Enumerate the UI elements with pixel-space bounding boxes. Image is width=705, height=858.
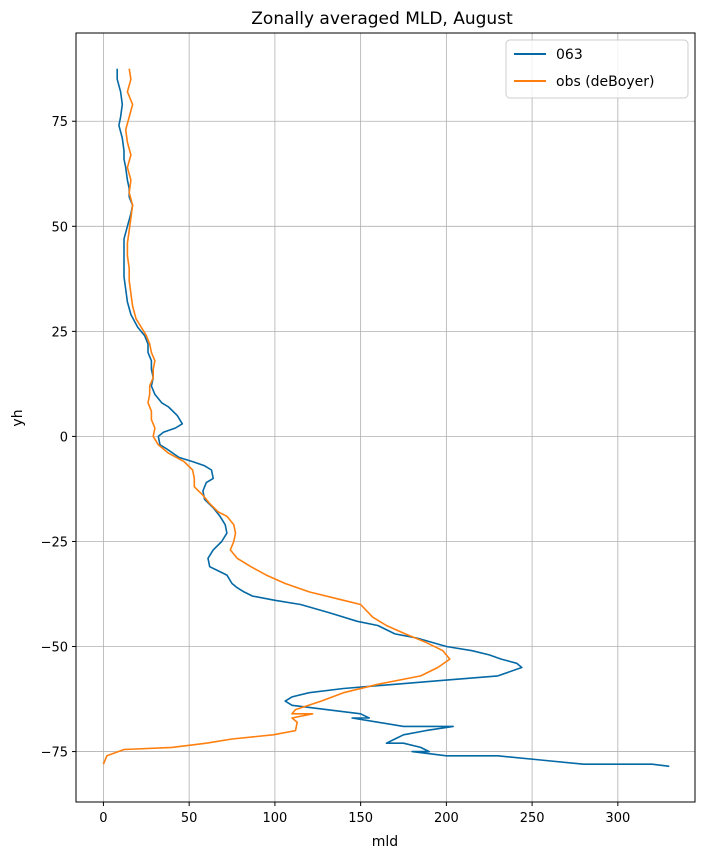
y-tick-label: 50 bbox=[51, 220, 68, 235]
legend-box bbox=[505, 39, 689, 99]
y-tick-label: −75 bbox=[41, 746, 68, 761]
chart-title: Zonally averaged MLD, August bbox=[251, 9, 513, 29]
series-line-063 bbox=[116, 68, 670, 768]
x-tick-label: 150 bbox=[348, 811, 373, 826]
x-tick-label: 50 bbox=[181, 811, 198, 826]
legend-label-obs: obs (deBoyer) bbox=[556, 74, 654, 90]
y-tick-label: −50 bbox=[41, 641, 68, 656]
y-tick-label: 0 bbox=[60, 430, 68, 445]
x-axis-label: mld bbox=[372, 834, 398, 850]
y-axis-label: yh bbox=[10, 409, 26, 426]
x-tick-label: 250 bbox=[520, 811, 545, 826]
legend: 063 obs (deBoyer) bbox=[505, 39, 689, 99]
plot-frame bbox=[75, 32, 696, 803]
x-tick-label: 200 bbox=[434, 811, 459, 826]
y-tick-label: 25 bbox=[51, 325, 68, 340]
grid-lines bbox=[76, 33, 695, 802]
legend-label-063: 063 bbox=[556, 47, 583, 63]
axis-ticks: 0 50 100 150 200 250 300 −75 −50 −25 0 25 50 75 bbox=[41, 115, 631, 826]
x-tick-label: 100 bbox=[262, 811, 287, 826]
series-line-obs bbox=[102, 68, 451, 765]
series-layer bbox=[102, 68, 670, 768]
y-tick-label: −25 bbox=[41, 535, 68, 550]
x-tick-label: 0 bbox=[99, 811, 107, 826]
y-tick-label: 75 bbox=[51, 115, 68, 130]
x-tick-label: 300 bbox=[605, 811, 630, 826]
